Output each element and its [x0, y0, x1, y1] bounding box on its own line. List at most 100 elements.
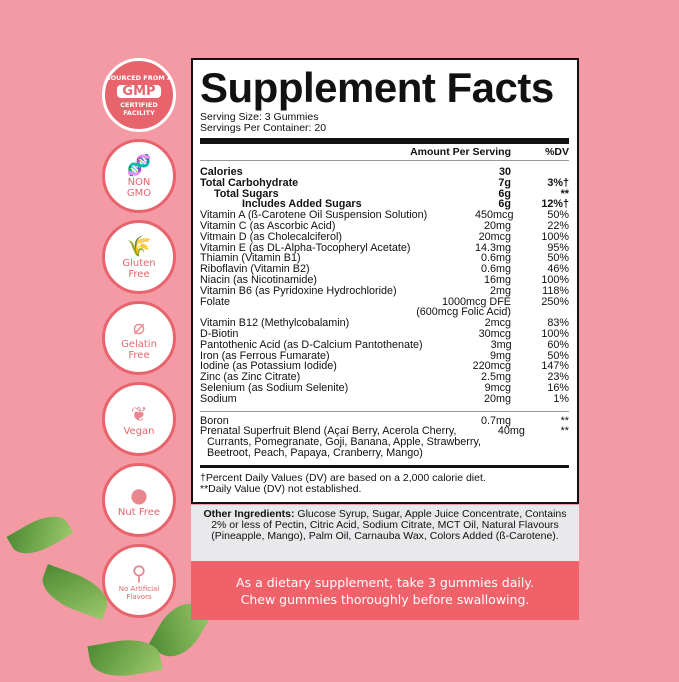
no-artificial-flavors-badge: ⚲ No Artificial Flavors: [102, 544, 176, 618]
nut-free-badge: ● Nut Free: [102, 463, 176, 537]
nutrient-name: Selenium (as Sodium Selenite): [200, 381, 349, 394]
other-ingredients-heading: Other Ingredients:: [203, 508, 295, 520]
nutrient-dv: **: [560, 414, 569, 427]
footnote-dv: †Percent Daily Values (DV) are based on …: [200, 471, 486, 484]
nutrient-name: Iodine (as Potassium Iodide): [200, 360, 337, 373]
nutrient-amount: 9mcg: [484, 381, 511, 394]
nutrient-row: Selenium (as Sodium Selenite) 9mcg 16%: [200, 383, 569, 394]
nutrient-dv: 83%: [547, 317, 569, 330]
divider: [200, 464, 569, 468]
nutrient-row: Folate 1000mcg DFE 250%: [200, 295, 569, 308]
nutrient-dv: 12%†: [541, 198, 569, 211]
nutrient-row: Pantothenic Acid (as D-Calcium Pantothen…: [200, 338, 569, 351]
gluten-free-badge: 🌾 Gluten Free: [102, 220, 176, 294]
nutrient-name: Calories: [200, 166, 243, 178]
nutrient-row: Total Sugars 6g **: [200, 187, 569, 200]
badge-label: Vegan: [123, 425, 155, 437]
nutrient-row: Calories 30: [200, 167, 569, 178]
nutrient-row: Vitamin B6 (as Pyridoxine Hydrochloride)…: [200, 284, 569, 297]
nutrient-name: Vitmain D (as Cholecalciferol): [200, 230, 343, 243]
nutrient-dv: 100%: [541, 230, 569, 243]
nutrient-name: Sodium: [200, 392, 237, 405]
nutrient-amount: 30: [498, 166, 511, 178]
nutrient-dv: 118%: [542, 284, 569, 297]
badge-label: Gelatin: [121, 339, 157, 350]
badge-label: Flavors: [126, 593, 152, 601]
nutrient-name: Folate: [200, 295, 231, 308]
nutrient-name: Niacin (as Nicotinamide): [200, 273, 318, 286]
nutrient-dv: 50%: [547, 349, 569, 362]
nutrient-amount: [481, 437, 534, 448]
directions-line: As a dietary supplement, take 3 gummies …: [236, 575, 534, 590]
nutrient-name: Prenatal Superfruit Blend (Açaí Berry, A…: [200, 425, 457, 438]
other-ingredients: Other Ingredients: Glucose Syrup, Sugar,…: [191, 505, 579, 561]
wheat-icon: 🌾: [126, 234, 152, 258]
nutrient-row: Vitamin B12 (Methylcobalamin) 2mcg 83%: [200, 318, 569, 329]
gelatin-free-badge: ⌀ Gelatin Free: [102, 301, 176, 375]
nutrient-dv: 1%: [553, 392, 569, 405]
nutrient-amount: 220mcg: [472, 360, 511, 373]
nutrient-name: Vitamin A (ß-Carotene Oil Suspension Sol…: [200, 209, 428, 222]
nutrient-name: Currants, Pomegranate, Goji, Banana, App…: [207, 436, 482, 449]
nutrient-amount: 450mcg: [475, 209, 514, 222]
badge-label: Free: [128, 269, 150, 280]
nutrient-name: Vitamin B12 (Methylcobalamin): [200, 317, 350, 330]
dv-header: %DV: [545, 146, 569, 158]
nutrient-amount: 7g: [498, 176, 511, 189]
other-nutrient-list: Boron 0.7mg ** Prenatal Superfruit Blend (A…: [200, 414, 569, 459]
badge-label: GMO: [126, 188, 152, 199]
nutrient-dv: 250%: [541, 295, 569, 308]
nutrient-name: Thiamin (Vitamin B1): [200, 252, 301, 265]
nutrient-name: Includes Added Sugars: [242, 198, 362, 211]
footnote-not-established: **Daily Value (DV) not established.: [200, 482, 362, 495]
dna-icon: 🧬: [126, 153, 152, 177]
nutrient-row: Vitamin C (as Ascorbic Acid) 20mg 22%: [200, 221, 569, 232]
nutrient-row: Includes Added Sugars 6g 12%†: [200, 199, 569, 210]
gmp-badge: SOURCED FROM A GMP CERTIFIED FACILITY: [102, 58, 176, 132]
nutrient-amount: 40mg: [497, 425, 525, 438]
badge-text: SOURCED FROM A: [105, 73, 173, 82]
nutrient-amount: 20mg: [483, 392, 511, 405]
gmp-text: GMP: [117, 84, 161, 98]
nutrient-dv: 46%: [547, 263, 569, 276]
column-header: Amount Per Serving %DV: [200, 144, 569, 161]
leaf-icon: ❦: [130, 401, 148, 426]
nutrient-amount: 14.3mg: [474, 241, 511, 254]
nutrient-dv: **: [560, 187, 569, 200]
nutrient-amount: 6g: [498, 198, 511, 211]
nutrient-dv: 16%: [547, 381, 569, 394]
nutrient-dv: **: [560, 425, 569, 438]
nutrient-amount: 2mg: [489, 284, 511, 297]
badge-label: Gluten: [122, 258, 156, 269]
nutrient-row: (600mcg Folic Acid): [200, 307, 569, 318]
nutrient-dv: 95%: [547, 241, 569, 254]
nutrient-row: Sodium 20mg 1%: [200, 392, 569, 405]
vegan-badge: ❦ Vegan: [102, 382, 176, 456]
amount-header: Amount Per Serving: [410, 146, 511, 158]
divider: [200, 410, 569, 412]
nutrient-name: Total Carbohydrate: [200, 176, 299, 189]
nutrient-amount: 1000mcg DFE: [441, 295, 511, 308]
nutrient-amount: 16mg: [483, 273, 511, 286]
nutrient-amount: 2mcg: [484, 317, 511, 330]
gelatin-icon: ⌀: [132, 315, 146, 339]
nutrient-row: Niacin (as Nicotinamide) 16mg 100%: [200, 275, 569, 286]
nutrient-amount: 20mg: [483, 219, 511, 232]
nutrient-row: Riboflavin (Vitamin B2) 0.6mg 46%: [200, 264, 569, 275]
nutrient-amount: 0.7mg: [480, 414, 511, 427]
badge-label: Nut Free: [117, 506, 161, 518]
nutrient-name: Pantothenic Acid (as D-Calcium Pantothen…: [200, 338, 423, 351]
nutrient-row: Vitamin A (ß-Carotene Oil Suspension Sol…: [200, 210, 569, 221]
nutrient-list: Calories 30 Total Carbohydrate 7g 3%† Total S…: [200, 167, 569, 405]
nutrient-amount: 0.6mg: [480, 252, 511, 265]
directions-banner: As a dietary supplement, take 3 gummies …: [191, 561, 579, 620]
non-gmo-badge: 🧬 NON GMO: [102, 139, 176, 213]
nutrient-amount: [423, 448, 512, 459]
nutrient-name: Zinc (as Zinc Citrate): [200, 371, 301, 384]
nutrient-name: Riboflavin (Vitamin B2): [200, 263, 310, 276]
nutrient-row: Beetroot, Peach, Papaya, Cranberry, Mang…: [200, 448, 569, 459]
nutrient-name: Boron: [200, 414, 229, 427]
nutrient-dv: 50%: [547, 252, 569, 265]
nutrient-row: Vitamin E (as DL-Alpha-Tocopheryl Acetat…: [200, 241, 569, 254]
nutrient-dv: 3%†: [547, 176, 569, 189]
